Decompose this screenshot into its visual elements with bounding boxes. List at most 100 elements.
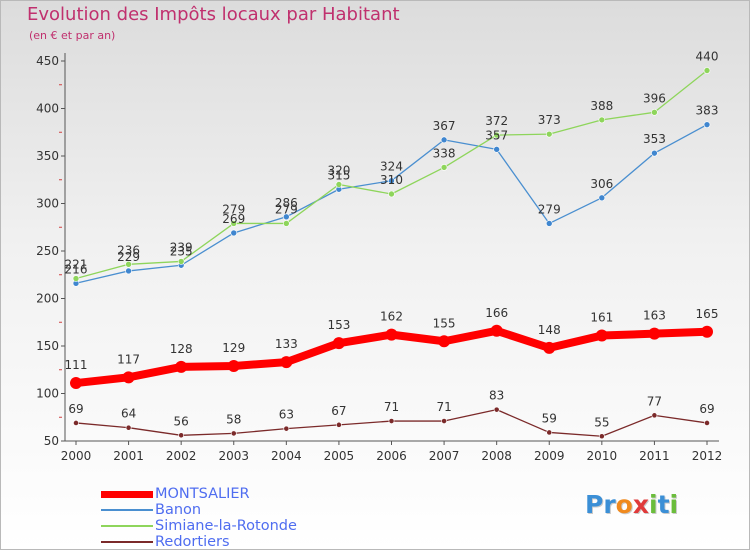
data-label-simiane: 239: [170, 240, 193, 254]
data-label-redortiers: 56: [174, 414, 189, 428]
data-label-simiane: 320: [327, 164, 350, 178]
data-point-montsalier: [122, 371, 135, 384]
data-label-banon: 279: [538, 202, 561, 216]
data-label-simiane: 388: [590, 99, 613, 113]
data-point-montsalier: [280, 356, 293, 369]
data-label-simiane: 338: [433, 146, 456, 160]
data-label-redortiers: 58: [226, 412, 241, 426]
data-label-montsalier: 166: [485, 306, 508, 320]
logo-letter: i: [649, 490, 658, 519]
data-point-simiane: [651, 109, 658, 116]
data-point-redortiers: [283, 425, 290, 432]
data-point-montsalier: [595, 329, 608, 342]
data-point-montsalier: [490, 324, 503, 337]
y-tick-label: 450: [36, 54, 59, 68]
data-label-montsalier: 148: [538, 323, 561, 337]
x-tick-label: 2009: [534, 449, 565, 463]
x-tick-label: 2003: [218, 449, 249, 463]
data-point-montsalier: [438, 335, 451, 348]
data-point-montsalier: [701, 325, 713, 338]
data-point-simiane: [388, 190, 395, 198]
data-label-montsalier: 133: [275, 337, 298, 351]
x-tick-label: 2007: [429, 449, 460, 463]
data-point-simiane: [440, 164, 448, 171]
data-label-banon: 367: [433, 119, 456, 133]
x-tick-label: 2001: [113, 449, 144, 463]
data-label-montsalier: 117: [117, 352, 140, 366]
data-point-redortiers: [651, 412, 658, 419]
data-point-montsalier: [385, 328, 398, 341]
data-label-montsalier: 162: [380, 310, 403, 324]
data-point-montsalier: [70, 377, 82, 390]
legend-item-banon: Banon: [101, 502, 297, 518]
y-tick-label: 400: [36, 102, 59, 116]
x-tick-label: 2005: [324, 449, 355, 463]
y-tick-label: 100: [36, 387, 59, 401]
data-label-montsalier: 155: [433, 316, 456, 330]
data-point-simiane: [545, 130, 553, 138]
legend-swatch-redortiers: [101, 541, 153, 543]
data-label-redortiers: 67: [331, 404, 346, 418]
data-point-banon: [440, 136, 448, 144]
data-label-redortiers: 59: [542, 411, 557, 425]
legend-swatch-banon: [101, 509, 153, 511]
legend-swatch-simiane: [101, 525, 153, 527]
data-label-redortiers: 77: [647, 394, 662, 408]
x-tick-label: 2002: [166, 449, 197, 463]
x-tick-label: 2010: [587, 449, 618, 463]
data-label-simiane: 279: [275, 202, 298, 216]
chart-subtitle: (en € et par an): [29, 29, 116, 42]
data-point-redortiers: [125, 424, 132, 431]
legend-label-banon: Banon: [155, 502, 202, 518]
data-label-simiane: 440: [696, 50, 719, 64]
data-label-banon: 229: [117, 250, 140, 264]
data-point-redortiers: [546, 429, 553, 436]
legend-item-redortiers: Redortiers: [101, 534, 297, 550]
y-tick-label: 150: [36, 339, 59, 353]
data-point-redortiers: [178, 432, 185, 439]
data-label-redortiers: 63: [279, 408, 294, 422]
legend-item-simiane: Simiane-la-Rotonde: [101, 518, 297, 534]
legend-label-redortiers: Redortiers: [155, 534, 230, 550]
data-label-redortiers: 71: [436, 400, 451, 414]
data-label-montsalier: 153: [327, 318, 350, 332]
data-point-simiane: [177, 258, 185, 265]
y-tick-label: 50: [44, 434, 59, 448]
data-point-simiane: [125, 260, 132, 268]
chart-title: Evolution des Impôts locaux par Habitant: [27, 4, 400, 25]
data-label-banon: 357: [485, 128, 508, 142]
data-point-redortiers: [441, 418, 447, 424]
data-label-simiane: 396: [643, 91, 666, 105]
data-label-banon: 306: [590, 177, 613, 191]
data-label-montsalier: 161: [590, 311, 613, 325]
y-tick-label: 300: [36, 197, 59, 211]
data-label-montsalier: 165: [696, 307, 719, 321]
data-point-redortiers: [336, 421, 342, 428]
legend-label-montsalier: MONTSALIER: [155, 486, 250, 502]
data-point-montsalier: [648, 327, 661, 340]
series-line-banon: [75, 124, 708, 284]
data-point-banon: [230, 229, 238, 237]
data-label-redortiers: 83: [489, 389, 504, 403]
logo-letter: o: [615, 490, 633, 519]
y-tick-label: 250: [36, 244, 59, 258]
data-label-montsalier: 111: [65, 358, 88, 372]
data-label-banon: 353: [643, 132, 666, 146]
data-label-simiane: 279: [222, 202, 245, 216]
logo-letter: x: [632, 490, 649, 519]
data-label-montsalier: 163: [643, 309, 666, 323]
x-tick-label: 2004: [271, 449, 302, 463]
y-tick-label: 350: [36, 149, 59, 163]
data-label-banon: 235: [170, 244, 193, 258]
data-point-banon: [283, 213, 290, 221]
x-tick-label: 2012: [692, 449, 723, 463]
data-label-redortiers: 71: [384, 400, 399, 414]
logo-letter: i: [669, 490, 679, 519]
data-label-simiane: 372: [485, 114, 508, 128]
data-label-redortiers: 64: [121, 407, 136, 421]
data-label-banon: 216: [65, 262, 88, 276]
data-point-simiane: [703, 67, 711, 74]
data-label-montsalier: 129: [222, 341, 245, 355]
